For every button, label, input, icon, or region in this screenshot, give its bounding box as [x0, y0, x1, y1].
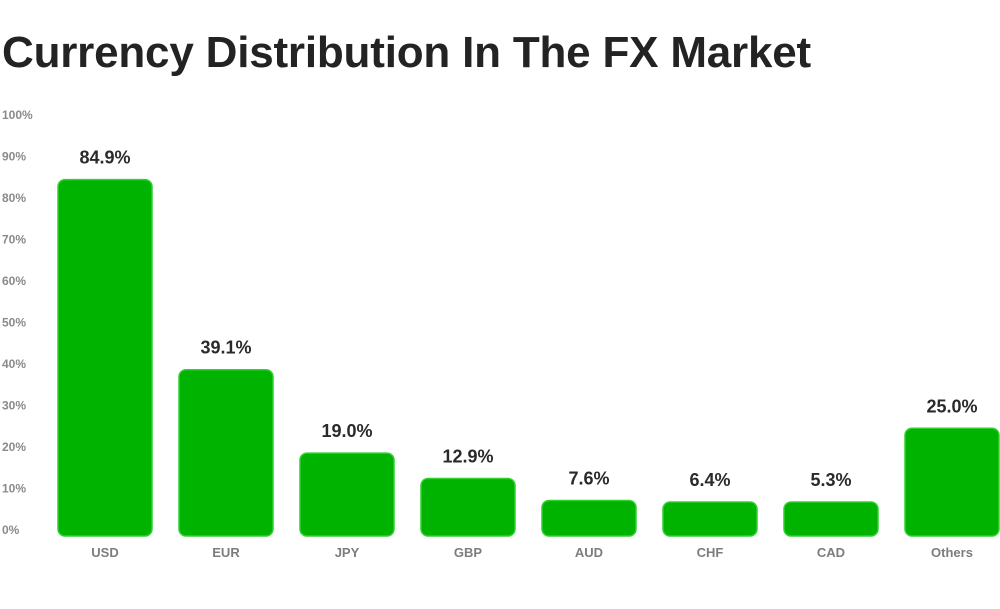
- data-label: 7.6%: [568, 468, 609, 488]
- bar-others: [904, 427, 1000, 537]
- data-label: 25.0%: [926, 396, 977, 416]
- y-tick-label: 70%: [2, 233, 26, 247]
- y-tick-label: 50%: [2, 316, 26, 330]
- x-tick-label: Others: [931, 545, 973, 560]
- y-tick-label: 90%: [2, 150, 26, 164]
- data-label: 19.0%: [321, 421, 372, 441]
- y-tick-label: 30%: [2, 399, 26, 413]
- bar-cad: [783, 501, 879, 537]
- x-tick-label: EUR: [212, 545, 240, 560]
- x-tick-label: AUD: [575, 545, 603, 560]
- y-tick-label: 10%: [2, 482, 26, 496]
- data-label: 5.3%: [810, 470, 851, 490]
- x-tick-label: CAD: [817, 545, 845, 560]
- bar-usd: [57, 178, 153, 537]
- y-tick-label: 20%: [2, 440, 26, 454]
- x-tick-label: USD: [91, 545, 118, 560]
- x-tick-label: GBP: [454, 545, 483, 560]
- chart-title: Currency Distribution In The FX Market: [2, 28, 811, 77]
- bar-aud: [541, 499, 637, 537]
- data-label: 6.4%: [689, 470, 730, 490]
- bar-chf: [662, 501, 758, 537]
- y-tick-label: 100%: [2, 108, 33, 122]
- y-tick-label: 80%: [2, 191, 26, 205]
- data-label: 12.9%: [442, 446, 493, 466]
- x-tick-label: JPY: [335, 545, 360, 560]
- y-tick-label: 40%: [2, 357, 26, 371]
- y-tick-label: 0%: [2, 523, 20, 537]
- bar-jpy: [299, 452, 395, 537]
- data-label: 84.9%: [79, 148, 130, 168]
- x-tick-label: CHF: [697, 545, 724, 560]
- bar-eur: [178, 368, 274, 537]
- bar-gbp: [420, 477, 516, 537]
- data-label: 39.1%: [200, 338, 251, 358]
- y-tick-label: 60%: [2, 274, 26, 288]
